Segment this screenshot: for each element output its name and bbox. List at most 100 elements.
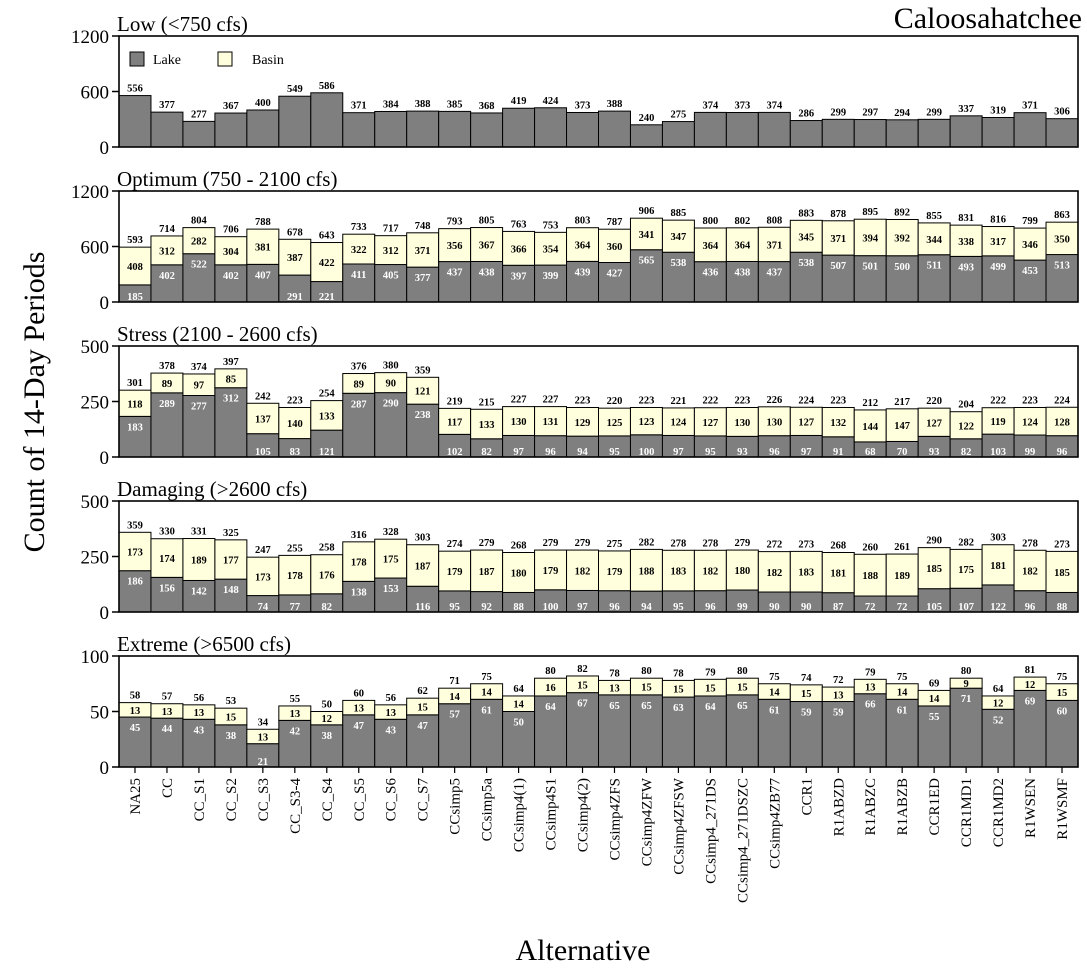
bar-lake — [917, 705, 951, 768]
data-label-total: 282 — [958, 537, 974, 548]
bar-lake — [406, 403, 440, 458]
data-label-basin: 347 — [671, 232, 687, 243]
bar-lake — [757, 111, 791, 148]
data-label-total: 556 — [127, 84, 143, 95]
data-label-basin: 128 — [1054, 417, 1070, 428]
data-label-lake: 121 — [319, 447, 335, 458]
data-label-basin: 144 — [862, 422, 879, 433]
data-label-total: 299 — [926, 107, 942, 118]
data-label-total: 290 — [926, 536, 942, 547]
data-label-total: 80 — [737, 666, 748, 677]
bar-basin — [789, 219, 823, 253]
data-label-basin: 13 — [194, 708, 205, 719]
data-label-basin: 13 — [162, 707, 173, 718]
data-label-basin: 14 — [449, 692, 460, 703]
data-label-lake: 65 — [737, 701, 748, 712]
bar-basin — [278, 238, 312, 276]
data-label-lake: 92 — [481, 602, 492, 613]
data-label-lake: 399 — [543, 271, 559, 282]
data-label-lake: 65 — [609, 701, 620, 712]
data-label-lake: 100 — [543, 602, 559, 613]
bar-lake — [534, 695, 568, 768]
data-label-total: 64 — [993, 684, 1004, 695]
data-label-total: 384 — [383, 99, 400, 110]
data-label-basin: 178 — [287, 571, 303, 582]
x-tick-label: CCsimp4ZFW — [639, 777, 655, 866]
panel-title: Damaging (>2600 cfs) — [117, 477, 307, 501]
data-label-basin: 15 — [801, 689, 812, 700]
data-label-basin: 364 — [734, 241, 751, 252]
bar-lake — [278, 95, 312, 148]
data-label-lake: 156 — [159, 583, 175, 594]
data-label-basin: 364 — [575, 241, 592, 252]
bar-basin — [566, 549, 599, 591]
data-label-lake: 407 — [255, 270, 271, 281]
data-label-total: 56 — [385, 693, 396, 704]
bar-lake — [150, 717, 184, 768]
data-label-basin: 174 — [159, 554, 176, 565]
data-label-basin: 312 — [159, 246, 175, 257]
data-label-lake: 105 — [255, 447, 271, 458]
data-label-total: 373 — [734, 100, 750, 111]
data-label-lake: 47 — [354, 721, 365, 732]
data-label-basin: 367 — [479, 241, 495, 252]
bar-basin — [821, 220, 855, 256]
bar-lake — [917, 118, 951, 148]
data-label-total: 316 — [351, 530, 367, 541]
x-tick-label: R1WSMF — [1055, 778, 1071, 840]
data-label-lake: 538 — [798, 258, 814, 269]
data-label-total: 261 — [894, 542, 910, 553]
data-label-basin: 12 — [322, 714, 333, 725]
data-label-basin: 187 — [479, 567, 495, 578]
y-tick-label: 600 — [81, 238, 110, 259]
data-label-total: 260 — [862, 542, 878, 553]
bar-lake — [438, 110, 472, 148]
x-tick-label: CC_S6 — [384, 778, 400, 822]
bar-basin — [214, 368, 248, 389]
bar-basin — [949, 224, 983, 257]
data-label-total: 804 — [191, 216, 208, 227]
bar-lake — [342, 112, 376, 148]
data-label-basin: 304 — [223, 247, 240, 258]
data-label-basin: 124 — [1022, 417, 1039, 428]
data-label-basin: 371 — [766, 240, 782, 251]
data-label-basin: 132 — [830, 418, 846, 429]
data-label-lake: 185 — [127, 292, 143, 303]
bar-lake — [725, 694, 759, 768]
data-label-basin: 183 — [798, 568, 814, 579]
data-label-lake: 94 — [641, 602, 652, 613]
data-label-total: 223 — [1022, 395, 1038, 406]
bar-basin — [278, 406, 312, 440]
bar-basin — [853, 409, 887, 443]
data-label-basin: 317 — [990, 237, 1006, 248]
data-label-total: 855 — [926, 211, 942, 222]
panel-title: Stress (2100 - 2600 cfs) — [117, 322, 318, 346]
data-label-total: 714 — [159, 224, 176, 235]
data-label-lake: 45 — [130, 723, 141, 734]
data-label-basin: 119 — [990, 417, 1005, 428]
data-label-lake: 436 — [703, 268, 719, 279]
data-label-lake: 277 — [191, 402, 207, 413]
bar-basin — [629, 548, 663, 592]
data-label-basin: 125 — [607, 418, 623, 429]
bar-basin — [917, 407, 951, 437]
x-tick-label: CCsimp4(2) — [576, 778, 592, 852]
data-label-basin: 90 — [385, 379, 396, 390]
data-label-lake: 507 — [830, 261, 846, 272]
data-label-total: 367 — [223, 101, 239, 112]
bar-basin — [118, 531, 152, 572]
data-label-total: 80 — [641, 666, 652, 677]
data-label-total: 793 — [447, 217, 463, 228]
data-label-lake: 97 — [577, 602, 588, 613]
bar-basin — [214, 539, 248, 580]
bar-basin — [406, 544, 440, 587]
x-tick-label: CCR1 — [799, 778, 815, 816]
data-label-total: 297 — [862, 108, 878, 119]
data-label-basin: 312 — [383, 246, 399, 257]
data-label-total: 220 — [607, 396, 623, 407]
bar-basin — [182, 227, 216, 255]
data-label-lake: 94 — [577, 447, 588, 458]
data-label-total: 204 — [958, 400, 975, 411]
bar-lake — [981, 116, 1015, 148]
data-label-total: 69 — [929, 678, 940, 689]
